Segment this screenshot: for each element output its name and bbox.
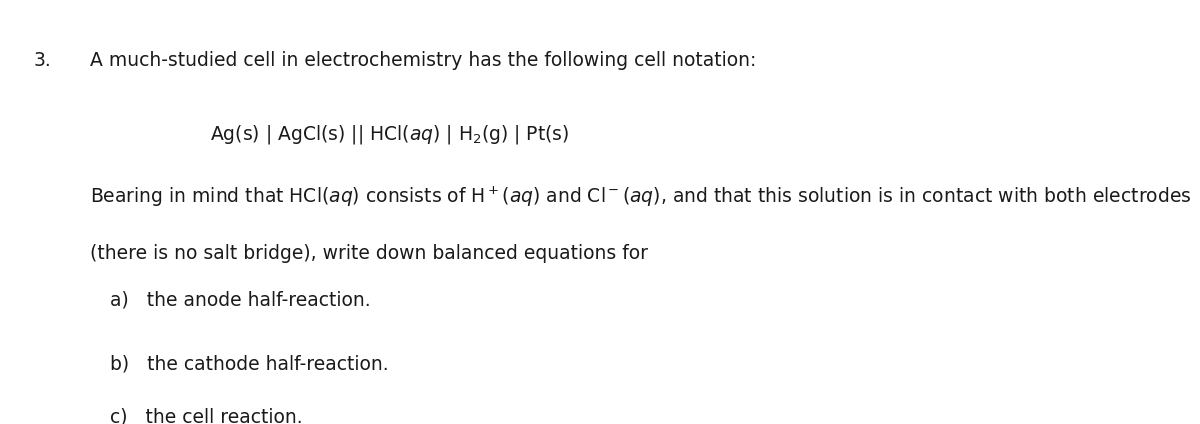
Text: a)   the anode half-reaction.: a) the anode half-reaction. <box>110 290 371 310</box>
Text: c)   the cell reaction.: c) the cell reaction. <box>110 408 304 424</box>
Text: Ag(s) | AgCl(s) || HCl($\it{aq}$) | H$_2$(g) | Pt(s): Ag(s) | AgCl(s) || HCl($\it{aq}$) | H$_2… <box>210 123 569 146</box>
Text: (there is no salt bridge), write down balanced equations for: (there is no salt bridge), write down ba… <box>90 244 648 263</box>
Text: 3.: 3. <box>34 51 52 70</box>
Text: b)   the cathode half-reaction.: b) the cathode half-reaction. <box>110 354 389 373</box>
Text: A much-studied cell in electrochemistry has the following cell notation:: A much-studied cell in electrochemistry … <box>90 51 756 70</box>
Text: Bearing in mind that HCl($\it{aq}$) consists of H$^+$($\it{aq}$) and Cl$^-$($\it: Bearing in mind that HCl($\it{aq}$) cons… <box>90 184 1192 209</box>
